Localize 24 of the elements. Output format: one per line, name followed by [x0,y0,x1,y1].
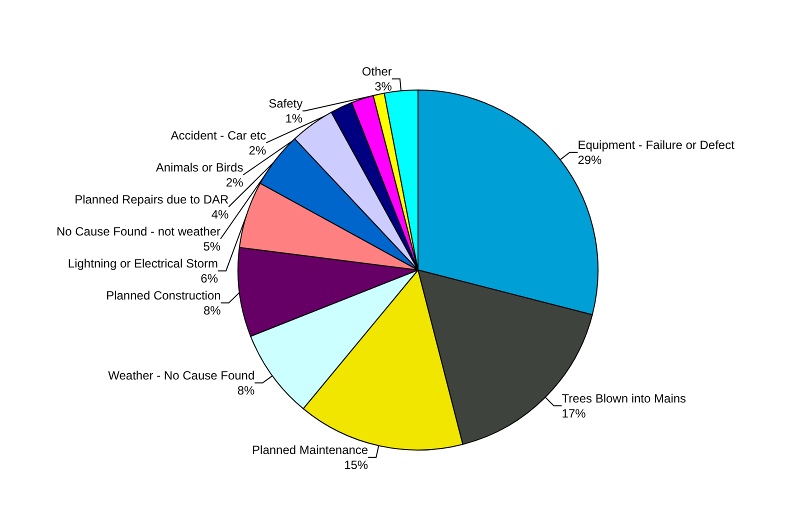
data-label: 8% [203,303,222,318]
slice-label: Animals or Birds [156,160,244,174]
slice-label: Other [362,64,392,78]
data-label: 2% [248,143,266,158]
slice-label: Trees Blown into Mains [562,391,686,406]
slice-label: Weather - No Cause Found [108,368,255,382]
data-label: 15% [344,458,368,472]
slice-label: Safety [268,96,303,110]
slice-label: Planned Repairs due to DAR [74,192,230,206]
data-label: 6% [200,271,218,286]
slice-label: No Cause Found - not weather [56,224,221,238]
slice-label: Lightning or Electrical Storm [68,256,218,270]
slice-label: Planned Construction [106,288,221,302]
slice-label: Planned Maintenance [252,442,368,457]
data-label: 5% [203,239,221,254]
slice-label: Accident - Car etc [170,128,266,142]
data-label: 4% [211,207,230,222]
data-label: 17% [562,406,586,420]
data-label: 3% [374,79,392,94]
data-label: 29% [578,152,602,167]
slice-label: Equipment - Failure or Defect [578,138,736,152]
data-label: 2% [226,175,244,190]
data-label: 8% [237,383,255,398]
data-label: 1% [285,111,303,126]
